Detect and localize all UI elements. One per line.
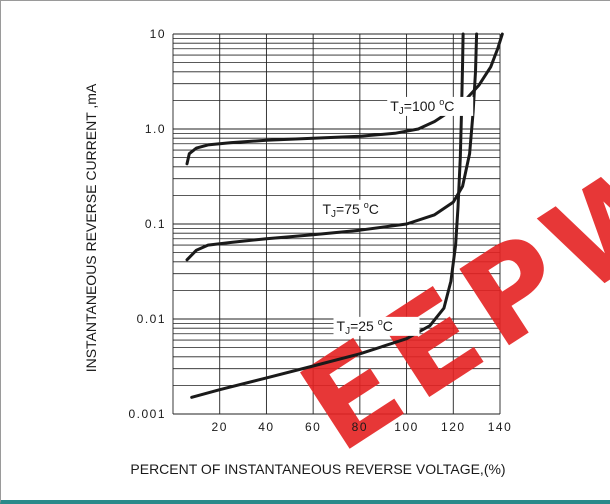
y-tick-label: 0.01 [137, 312, 166, 326]
x-tick-label: 20 [212, 420, 228, 434]
x-tick-label: 40 [258, 420, 274, 434]
series-line [190, 32, 465, 399]
series-line [185, 32, 504, 166]
x-tick-label: 60 [305, 420, 321, 434]
grid [172, 33, 501, 415]
series-label-bg [319, 199, 406, 219]
series-label: TJ=75 oC [322, 200, 378, 220]
series-line [185, 32, 479, 262]
x-axis-label: PERCENT OF INSTANTANEOUS REVERSE VOLTAGE… [130, 461, 505, 477]
series-label-bg [333, 316, 420, 336]
series-label: TJ=100 oC [390, 97, 454, 117]
curve-labels: TJ=100 oC TJ=75 oC TJ=25 oC [319, 96, 474, 337]
x-tick-label: 80 [352, 420, 368, 434]
series-label: TJ=25 oC [337, 317, 393, 337]
x-tick-label: 100 [394, 420, 419, 434]
y-tick-label: 1.0 [145, 122, 166, 136]
series-label-bg [387, 96, 474, 116]
curves [185, 32, 504, 399]
x-tick-label: 140 [488, 420, 513, 434]
x-tick-label: 120 [441, 420, 466, 434]
y-tick-label: 0.001 [128, 407, 166, 421]
y-tick-label: 10 [150, 27, 166, 41]
y-tick-label: 0.1 [145, 217, 166, 231]
tick-labels: 20 40 60 80 100 120 140 10 1.0 0.1 0.01 0.001 [128, 27, 513, 434]
y-axis-label: INSTANTANEOUS REVERSE CURRENT ,mA [83, 83, 99, 372]
